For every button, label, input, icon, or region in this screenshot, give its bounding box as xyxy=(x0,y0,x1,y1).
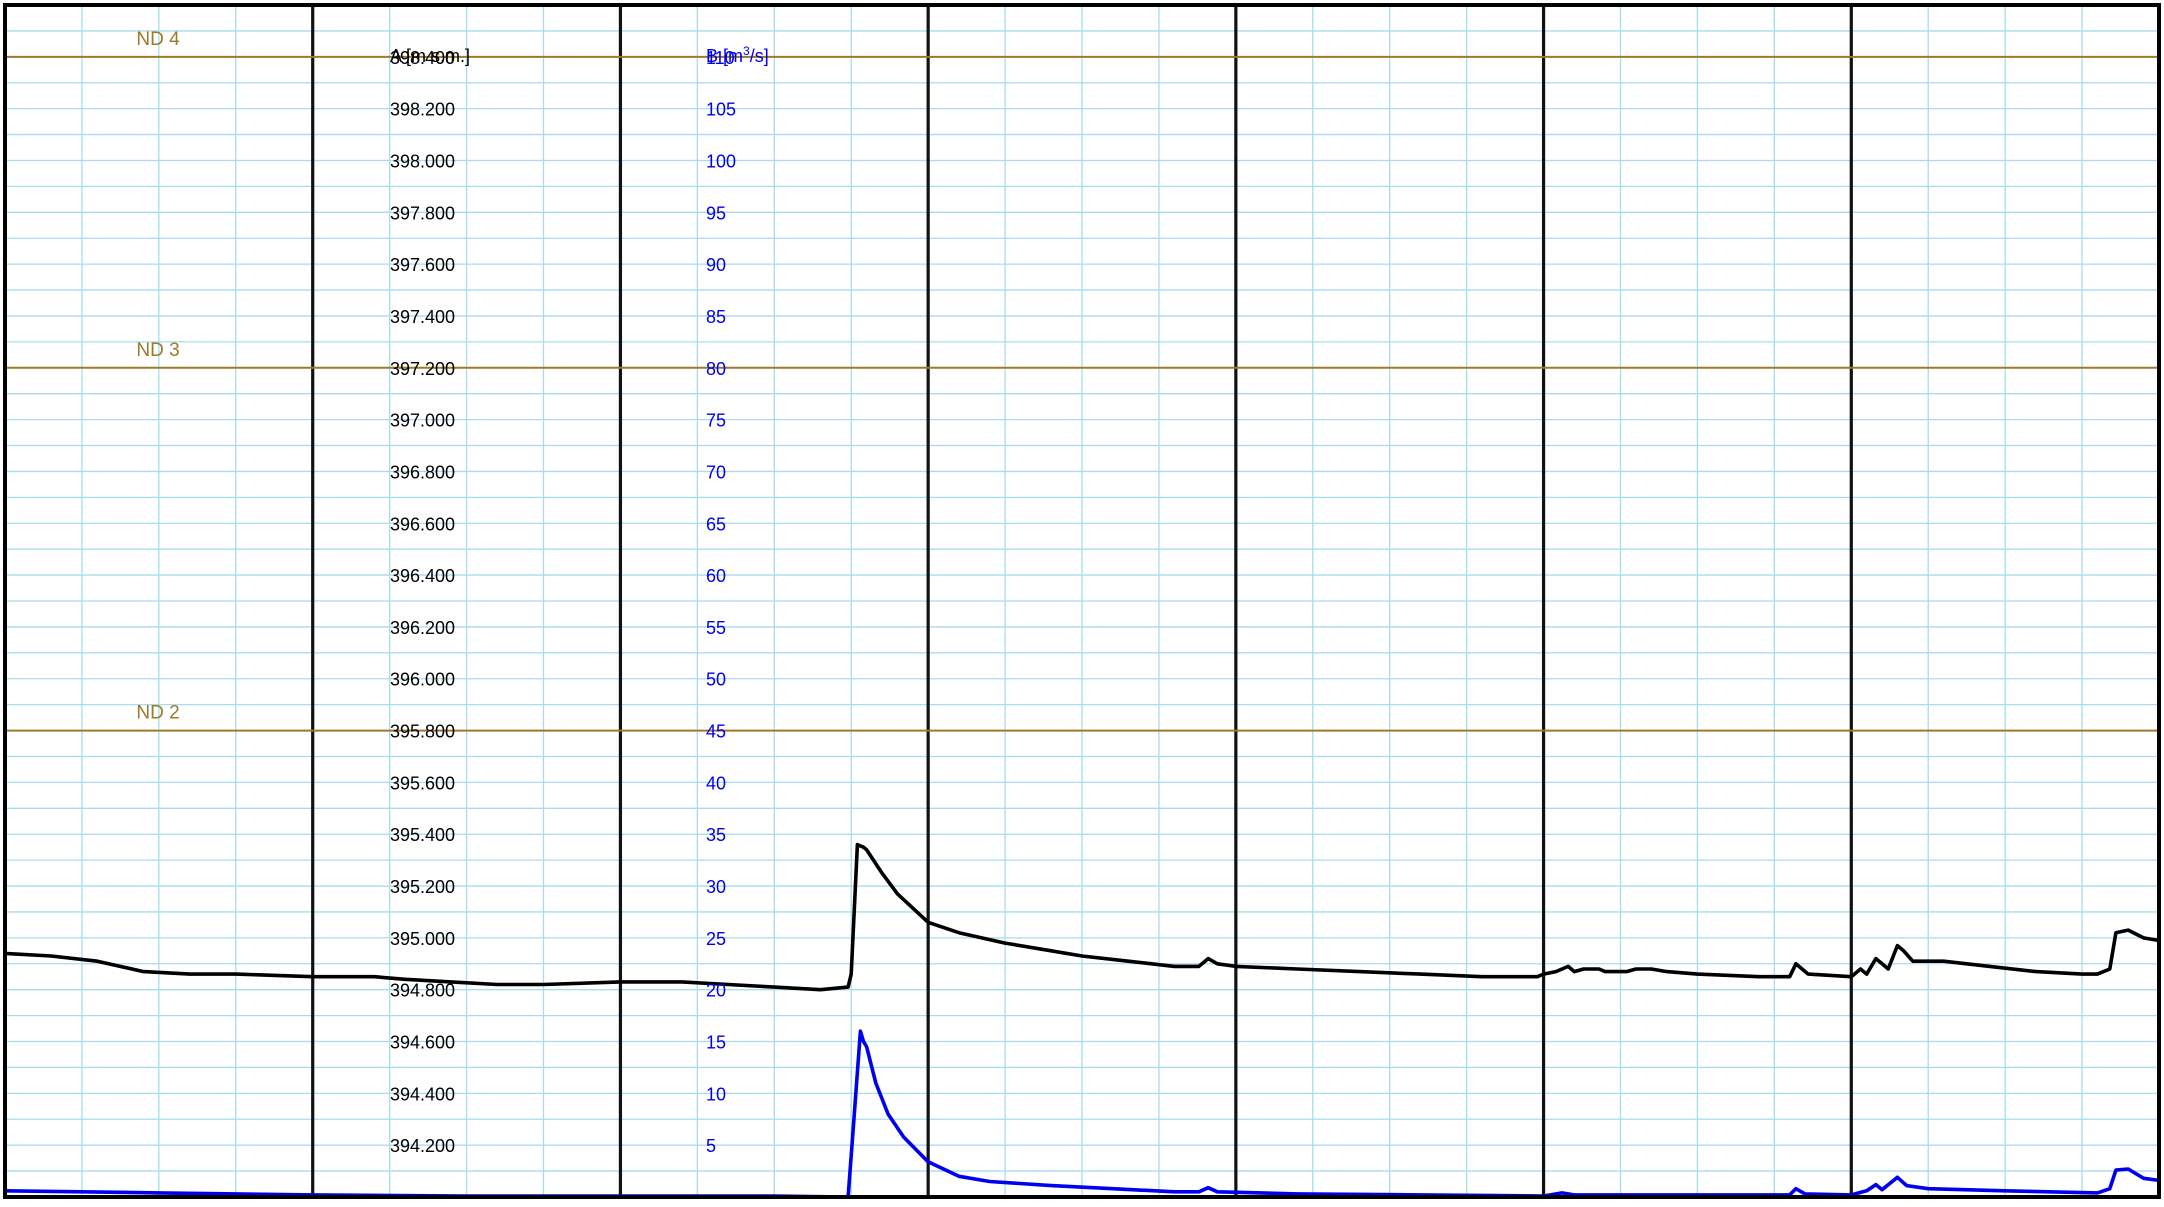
axis-a-tick-label: 397.600 xyxy=(390,255,455,275)
axis-a-tick-label: 395.800 xyxy=(390,722,455,742)
axis-a-tick-label: 395.000 xyxy=(390,929,455,949)
axis-a-tick-label: 398.200 xyxy=(390,100,455,120)
axis-a-title: A [m s.m.] xyxy=(390,46,470,66)
threshold-label: ND 4 xyxy=(136,29,180,50)
axis-b-tick-label: 90 xyxy=(706,255,726,275)
axis-b-tick-label: 15 xyxy=(706,1033,726,1053)
axis-a-tick-label: 395.200 xyxy=(390,877,455,897)
axis-a-tick-label: 396.600 xyxy=(390,514,455,534)
series-b-line xyxy=(3,1029,2161,1199)
axis-a-tick-label: 397.200 xyxy=(390,359,455,379)
series-a-line xyxy=(3,842,2161,992)
axis-a-tick-label: 396.400 xyxy=(390,566,455,586)
axis-a-tick-label: 395.600 xyxy=(390,773,455,793)
axis-b-tick-label: 35 xyxy=(706,825,726,845)
minor-gridlines xyxy=(5,5,2159,1197)
axis-a-tick-label: 396.800 xyxy=(390,462,455,482)
axis-b-tick-label: 20 xyxy=(706,981,726,1001)
axis-b-tick-label: 55 xyxy=(706,618,726,638)
axis-b-title: B [m3/s] xyxy=(706,44,769,66)
axis-b-tick-label: 25 xyxy=(706,929,726,949)
axis-b-tick-label: 65 xyxy=(706,514,726,534)
axis-b-tick-label: 5 xyxy=(706,1136,716,1156)
axis-a-tick-label: 397.800 xyxy=(390,203,455,223)
axis-a-tick-label: 395.400 xyxy=(390,825,455,845)
axis-b-tick-label: 50 xyxy=(706,670,726,690)
axis-a-tick-label: 398.400 xyxy=(390,48,455,68)
axis-b-title-prefix: B [m xyxy=(706,46,743,66)
axis-a-tick-label: 397.000 xyxy=(390,411,455,431)
axis-b-tick-label: 60 xyxy=(706,566,726,586)
axis-a-tick-label: 397.400 xyxy=(390,307,455,327)
axis-b-tick-label: 45 xyxy=(706,722,726,742)
axis-b-title-suffix: /s] xyxy=(750,46,769,66)
axis-titles: A [m s.m.] B [m3/s] xyxy=(390,44,769,66)
plot-frame xyxy=(3,3,2161,1199)
axis-b-tick-label: 105 xyxy=(706,100,736,120)
threshold-lines: ND 4 ND 3 ND 2 xyxy=(5,29,2159,732)
axis-a-tick-label: 394.600 xyxy=(390,1033,455,1053)
axis-b-tick-label: 70 xyxy=(706,462,726,482)
series-lines xyxy=(3,842,2161,1199)
axis-b-tick-label: 110 xyxy=(706,48,735,68)
axis-a-tick-label: 394.400 xyxy=(390,1084,455,1104)
axis-a-tick-label: 398.000 xyxy=(390,151,455,171)
axis-b-tick-label: 30 xyxy=(706,877,726,897)
axis-b-tick-label: 10 xyxy=(706,1084,726,1104)
axis-b-title-sup: 3 xyxy=(743,44,750,58)
tick-labels: 394.200 394.400 394.600 394.800 395.000 395.2… xyxy=(390,48,736,1156)
threshold-label: ND 2 xyxy=(136,703,179,724)
axis-a-tick-label: 394.800 xyxy=(390,981,455,1001)
axis-a-tick-label: 396.200 xyxy=(390,618,455,638)
major-gridlines xyxy=(311,5,1853,1197)
axis-b-tick-label: 95 xyxy=(706,203,726,223)
axis-b-tick-label: 75 xyxy=(706,411,726,431)
axis-a-tick-label: 396.000 xyxy=(390,670,455,690)
axis-b-tick-label: 100 xyxy=(706,151,736,171)
threshold-label: ND 3 xyxy=(136,340,179,361)
axis-b-tick-label: 40 xyxy=(706,773,726,793)
axis-a-tick-label: 394.200 xyxy=(390,1136,455,1156)
axis-b-tick-label: 85 xyxy=(706,307,726,327)
axis-b-tick-label: 80 xyxy=(706,359,726,379)
